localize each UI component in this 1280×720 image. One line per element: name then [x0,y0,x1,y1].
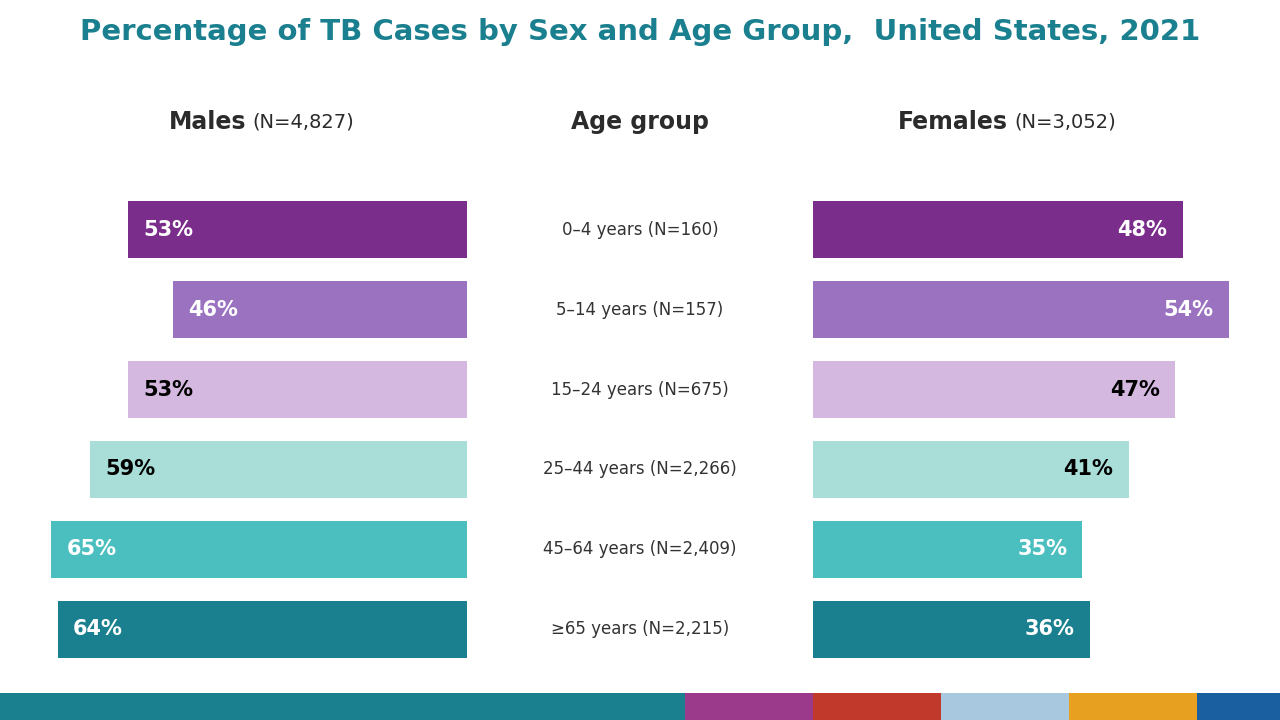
Text: Males: Males [169,109,246,134]
Bar [813,201,1183,258]
Bar [813,600,1091,658]
Bar [941,693,1069,720]
Text: 53%: 53% [143,379,193,400]
Text: Percentage of TB Cases by Sex and Age Group,  United States, 2021: Percentage of TB Cases by Sex and Age Gr… [79,18,1201,46]
Text: 41%: 41% [1064,459,1114,480]
Text: 5–14 years (N=157): 5–14 years (N=157) [557,300,723,318]
Bar [813,441,1129,498]
Text: 47%: 47% [1110,379,1160,400]
Bar [813,361,1175,418]
Text: ≥65 years (N=2,215): ≥65 years (N=2,215) [550,621,730,639]
Text: (N=4,827): (N=4,827) [253,112,355,131]
Text: 25–44 years (N=2,266): 25–44 years (N=2,266) [543,461,737,479]
Bar [58,600,467,658]
Bar [173,281,467,338]
Text: 0–4 years (N=160): 0–4 years (N=160) [562,220,718,238]
Bar [813,693,941,720]
Bar [128,361,467,418]
Text: 65%: 65% [67,539,116,559]
Text: (N=3,052): (N=3,052) [1014,112,1116,131]
Text: 46%: 46% [188,300,238,320]
Bar [90,441,467,498]
Text: 15–24 years (N=675): 15–24 years (N=675) [552,381,728,399]
Text: 59%: 59% [105,459,155,480]
Text: 48%: 48% [1117,220,1167,240]
Text: 36%: 36% [1025,619,1075,639]
Text: 53%: 53% [143,220,193,240]
Text: 35%: 35% [1018,539,1068,559]
Bar [0,693,685,720]
Bar [685,693,813,720]
Bar [1197,693,1280,720]
Bar [128,201,467,258]
Bar [813,521,1083,578]
Bar [813,281,1229,338]
Text: 54%: 54% [1164,300,1213,320]
Text: 45–64 years (N=2,409): 45–64 years (N=2,409) [543,541,737,559]
Bar [51,521,467,578]
Text: 64%: 64% [73,619,123,639]
Text: Females: Females [899,109,1009,134]
Bar [1069,693,1197,720]
Text: Age group: Age group [571,109,709,134]
